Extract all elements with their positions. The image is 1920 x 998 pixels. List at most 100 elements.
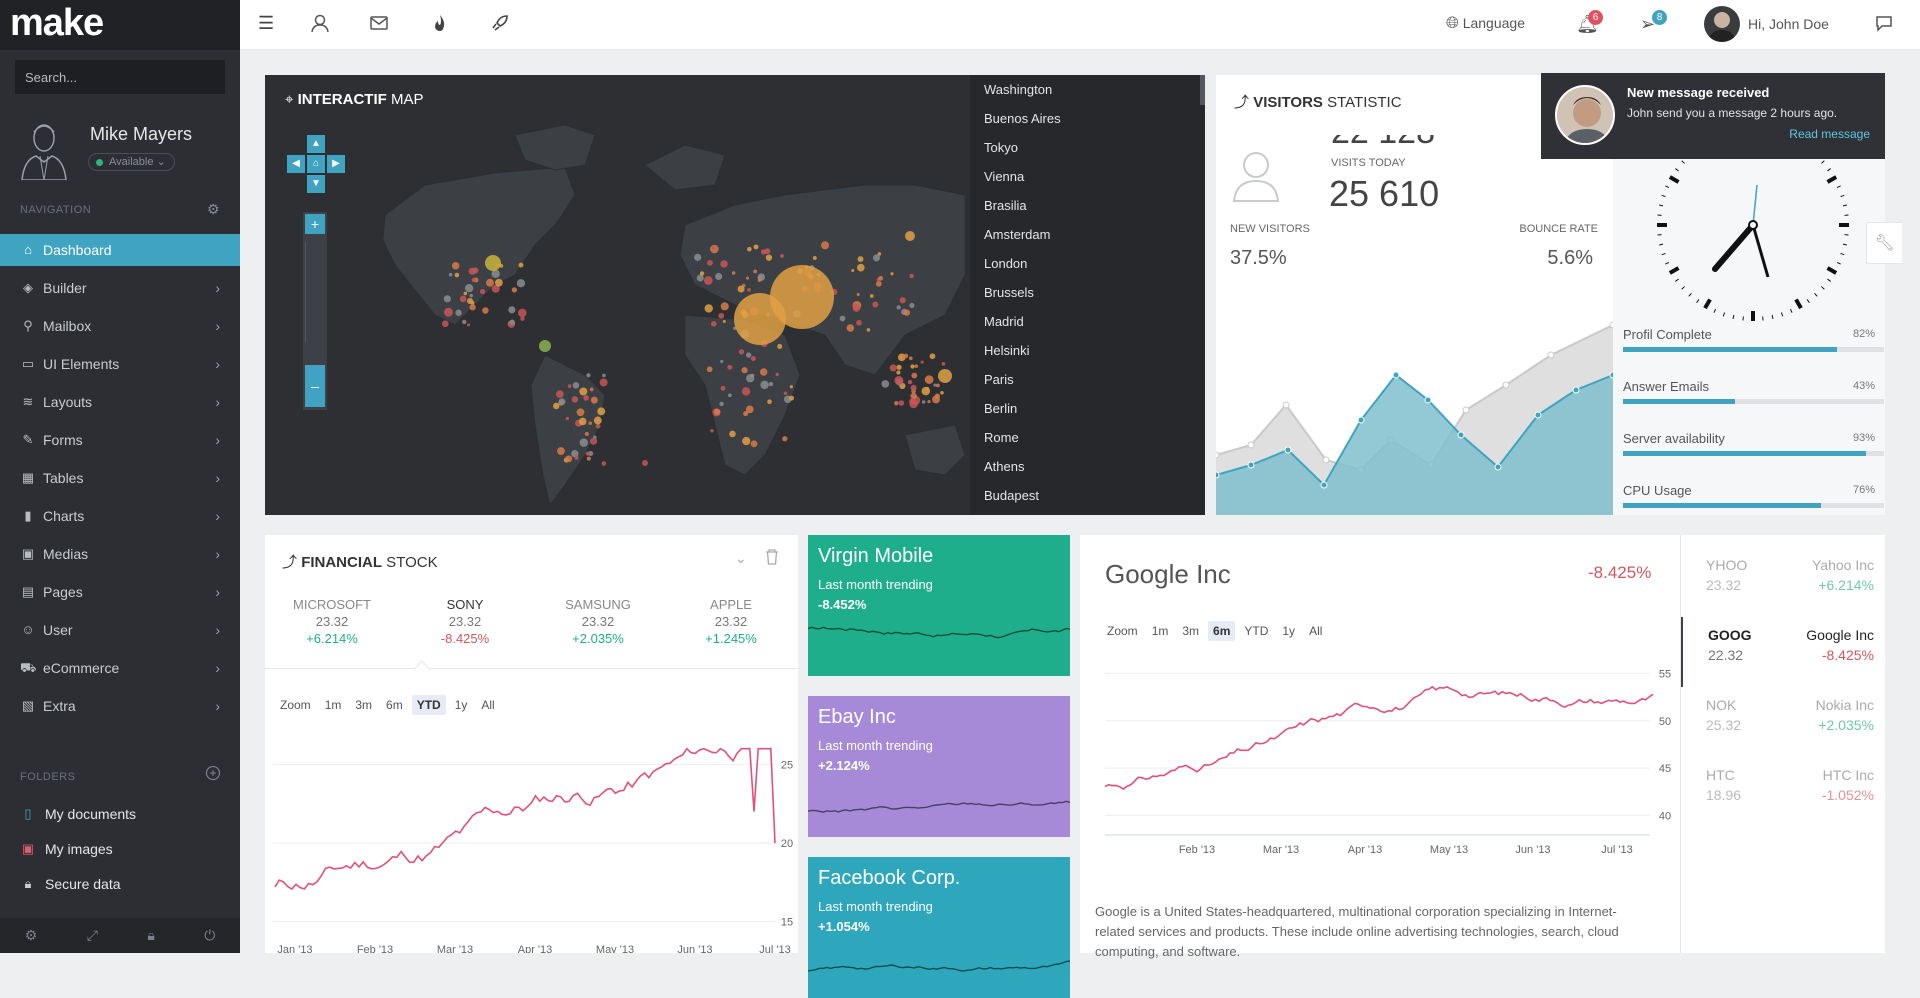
- world-map[interactable]: [265, 75, 970, 515]
- avatar[interactable]: [14, 118, 74, 180]
- read-message-link[interactable]: Read message: [1789, 127, 1870, 141]
- messages-button[interactable]: ➢ 8: [1640, 14, 1655, 35]
- pan-up-button[interactable]: ▲: [307, 135, 325, 153]
- city-item[interactable]: Helsinki: [970, 336, 1205, 365]
- sidebar-item-pages[interactable]: ▤Pages›: [0, 576, 240, 608]
- map-zoom-control[interactable]: + –: [303, 212, 327, 410]
- sidebar-item-builder[interactable]: ◈Builder›: [0, 272, 240, 304]
- pan-down-button[interactable]: ▼: [307, 175, 325, 193]
- language-selector[interactable]: 🌐︎ Language: [1446, 15, 1525, 33]
- user-greeting[interactable]: Hi, John Doe: [1748, 16, 1829, 32]
- power-icon[interactable]: ⏻: [204, 927, 215, 944]
- sidebar-item-mailbox[interactable]: ⚲Mailbox›: [0, 310, 240, 342]
- zoom-1m-button[interactable]: 1m: [320, 695, 347, 715]
- city-item[interactable]: Berlin: [970, 394, 1205, 423]
- sidebar-item-ui-elements[interactable]: ▭UI Elements›: [0, 348, 240, 380]
- hour-hand: [1715, 225, 1753, 269]
- notifications-button[interactable]: 🔔︎ 6: [1576, 14, 1599, 35]
- city-list-scrollbar[interactable]: [1200, 75, 1205, 105]
- city-item[interactable]: Paris: [970, 365, 1205, 394]
- zoom-ytd-button[interactable]: YTD: [1239, 621, 1273, 641]
- pan-home-button[interactable]: ⌂: [307, 155, 325, 173]
- city-item[interactable]: London: [970, 249, 1205, 278]
- city-item[interactable]: Budapest: [970, 481, 1205, 510]
- zoom-1y-button[interactable]: 1y: [1277, 621, 1300, 641]
- user-icon[interactable]: [310, 13, 330, 33]
- stock-tile[interactable]: Facebook Corp.Last month trending+1.054%: [808, 857, 1070, 998]
- zoom-3m-button[interactable]: 3m: [1177, 621, 1204, 641]
- fullscreen-icon[interactable]: ⤢: [87, 927, 98, 944]
- sidebar-item-medias[interactable]: ▣Medias›: [0, 538, 240, 570]
- sidebar-item-extra[interactable]: ▧Extra›: [0, 690, 240, 722]
- collapse-icon[interactable]: ⌄: [735, 550, 747, 567]
- city-item[interactable]: Brasilia: [970, 191, 1205, 220]
- zoom-1m-button[interactable]: 1m: [1147, 621, 1174, 641]
- city-item[interactable]: Athens: [970, 452, 1205, 481]
- map-pan-control[interactable]: ▲ ◀ ⌂ ▶ ▼: [287, 135, 345, 195]
- sidebar-item-charts[interactable]: ▮Charts›: [0, 500, 240, 532]
- add-folder-icon[interactable]: +: [206, 766, 220, 780]
- settings-wrench-tab[interactable]: 🔧︎: [1866, 222, 1902, 264]
- fire-icon[interactable]: [430, 13, 450, 33]
- notifications-badge: 6: [1588, 10, 1603, 25]
- zoom-track[interactable]: [305, 242, 325, 342]
- zoom-6m-button[interactable]: 6m: [1208, 621, 1235, 641]
- menu-toggle-icon[interactable]: ☰: [258, 13, 274, 34]
- message-toast[interactable]: New message received John send you a mes…: [1541, 73, 1885, 159]
- city-item[interactable]: Amsterdam: [970, 220, 1205, 249]
- chat-icon[interactable]: [1874, 13, 1894, 33]
- settings-icon[interactable]: ⚙: [25, 927, 38, 944]
- city-item[interactable]: Madrid: [970, 307, 1205, 336]
- city-item[interactable]: Buenos Aires: [970, 104, 1205, 133]
- pan-right-button[interactable]: ▶: [327, 155, 345, 173]
- sidebar-item-forms[interactable]: ✎Forms›: [0, 424, 240, 456]
- folder-item[interactable]: 🔒︎Secure data: [0, 869, 240, 899]
- city-item[interactable]: Rome: [970, 423, 1205, 452]
- lock-icon[interactable]: 🔒︎: [147, 927, 154, 944]
- zoom-ytd-button[interactable]: YTD: [412, 695, 446, 715]
- city-item[interactable]: Vienna: [970, 162, 1205, 191]
- user-avatar[interactable]: [1704, 6, 1740, 42]
- zoom-6m-button[interactable]: 6m: [381, 695, 408, 715]
- sidebar-item-tables[interactable]: ▦Tables›: [0, 462, 240, 494]
- rocket-icon[interactable]: [490, 13, 510, 33]
- zoom-all-button[interactable]: All: [476, 695, 499, 715]
- city-item[interactable]: Brussels: [970, 278, 1205, 307]
- status-dot: [96, 159, 103, 166]
- sidebar-item-user[interactable]: ☺User›: [0, 614, 240, 646]
- city-item[interactable]: Tokyo: [970, 133, 1205, 162]
- interactive-map-panel: ⌖ INTERACTIF MAP ▲ ◀ ⌂ ▶ ▼ + – Washingto…: [265, 75, 1205, 515]
- nav-settings-icon[interactable]: ⚙: [207, 201, 220, 218]
- sidebar-item-ecommerce[interactable]: ⛟eCommerce›: [0, 652, 240, 684]
- mail-icon[interactable]: [369, 13, 389, 33]
- trash-icon[interactable]: [765, 549, 779, 565]
- app-logo[interactable]: make: [10, 2, 103, 45]
- city-item[interactable]: Washington: [970, 75, 1205, 104]
- status-dropdown[interactable]: Available ⌄: [88, 153, 175, 171]
- zoom-all-button[interactable]: All: [1304, 621, 1327, 641]
- sidebar-item-label: Dashboard: [43, 242, 112, 258]
- zoom-in-button[interactable]: +: [305, 214, 325, 234]
- zoom-3m-button[interactable]: 3m: [350, 695, 377, 715]
- sidebar-item-dashboard[interactable]: ⌂Dashboard: [0, 234, 240, 266]
- pan-left-button[interactable]: ◀: [287, 155, 305, 173]
- search-input[interactable]: [15, 60, 225, 94]
- zoom-1y-button[interactable]: 1y: [450, 695, 473, 715]
- folder-item[interactable]: ▣My images: [0, 834, 240, 864]
- zoom-out-button[interactable]: –: [305, 365, 325, 407]
- sidebar-item-layouts[interactable]: ≋Layouts›: [0, 386, 240, 418]
- folder-item[interactable]: ▯My documents: [0, 799, 240, 829]
